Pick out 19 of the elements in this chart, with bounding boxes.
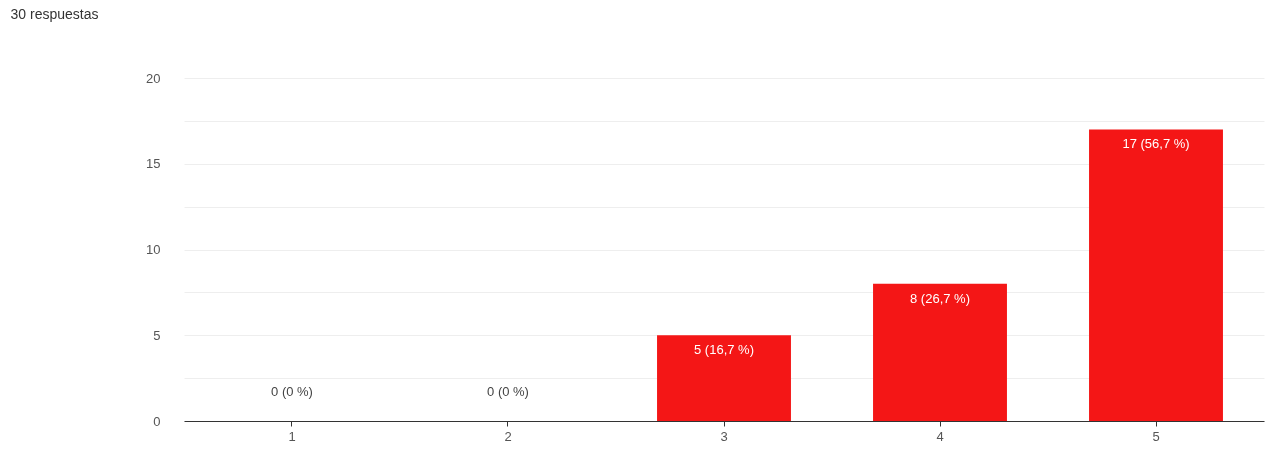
x-tick-label: 1 — [288, 428, 296, 444]
data-label: 0 (0 %) — [487, 384, 529, 399]
bar — [657, 335, 791, 421]
bar — [873, 283, 1007, 421]
data-label: 5 (16,7 %) — [694, 342, 754, 358]
x-tick-label: 2 — [504, 428, 512, 444]
y-tick-label: 5 — [153, 327, 161, 343]
data-label: 8 (26,7 %) — [910, 290, 970, 306]
x-tick-label: 4 — [936, 428, 944, 444]
data-label: 0 (0 %) — [271, 384, 313, 399]
y-tick-label: 10 — [146, 242, 161, 257]
y-tick-label: 0 — [153, 413, 161, 429]
x-tick-label: 5 — [1152, 428, 1160, 444]
data-label: 17 (56,7 %) — [1122, 136, 1190, 152]
y-tick-label: 20 — [146, 70, 161, 86]
text: 30 respuestas — [10, 6, 99, 22]
y-tick-label: 15 — [146, 156, 161, 172]
bar — [1089, 129, 1223, 421]
x-tick-label: 3 — [720, 428, 728, 444]
